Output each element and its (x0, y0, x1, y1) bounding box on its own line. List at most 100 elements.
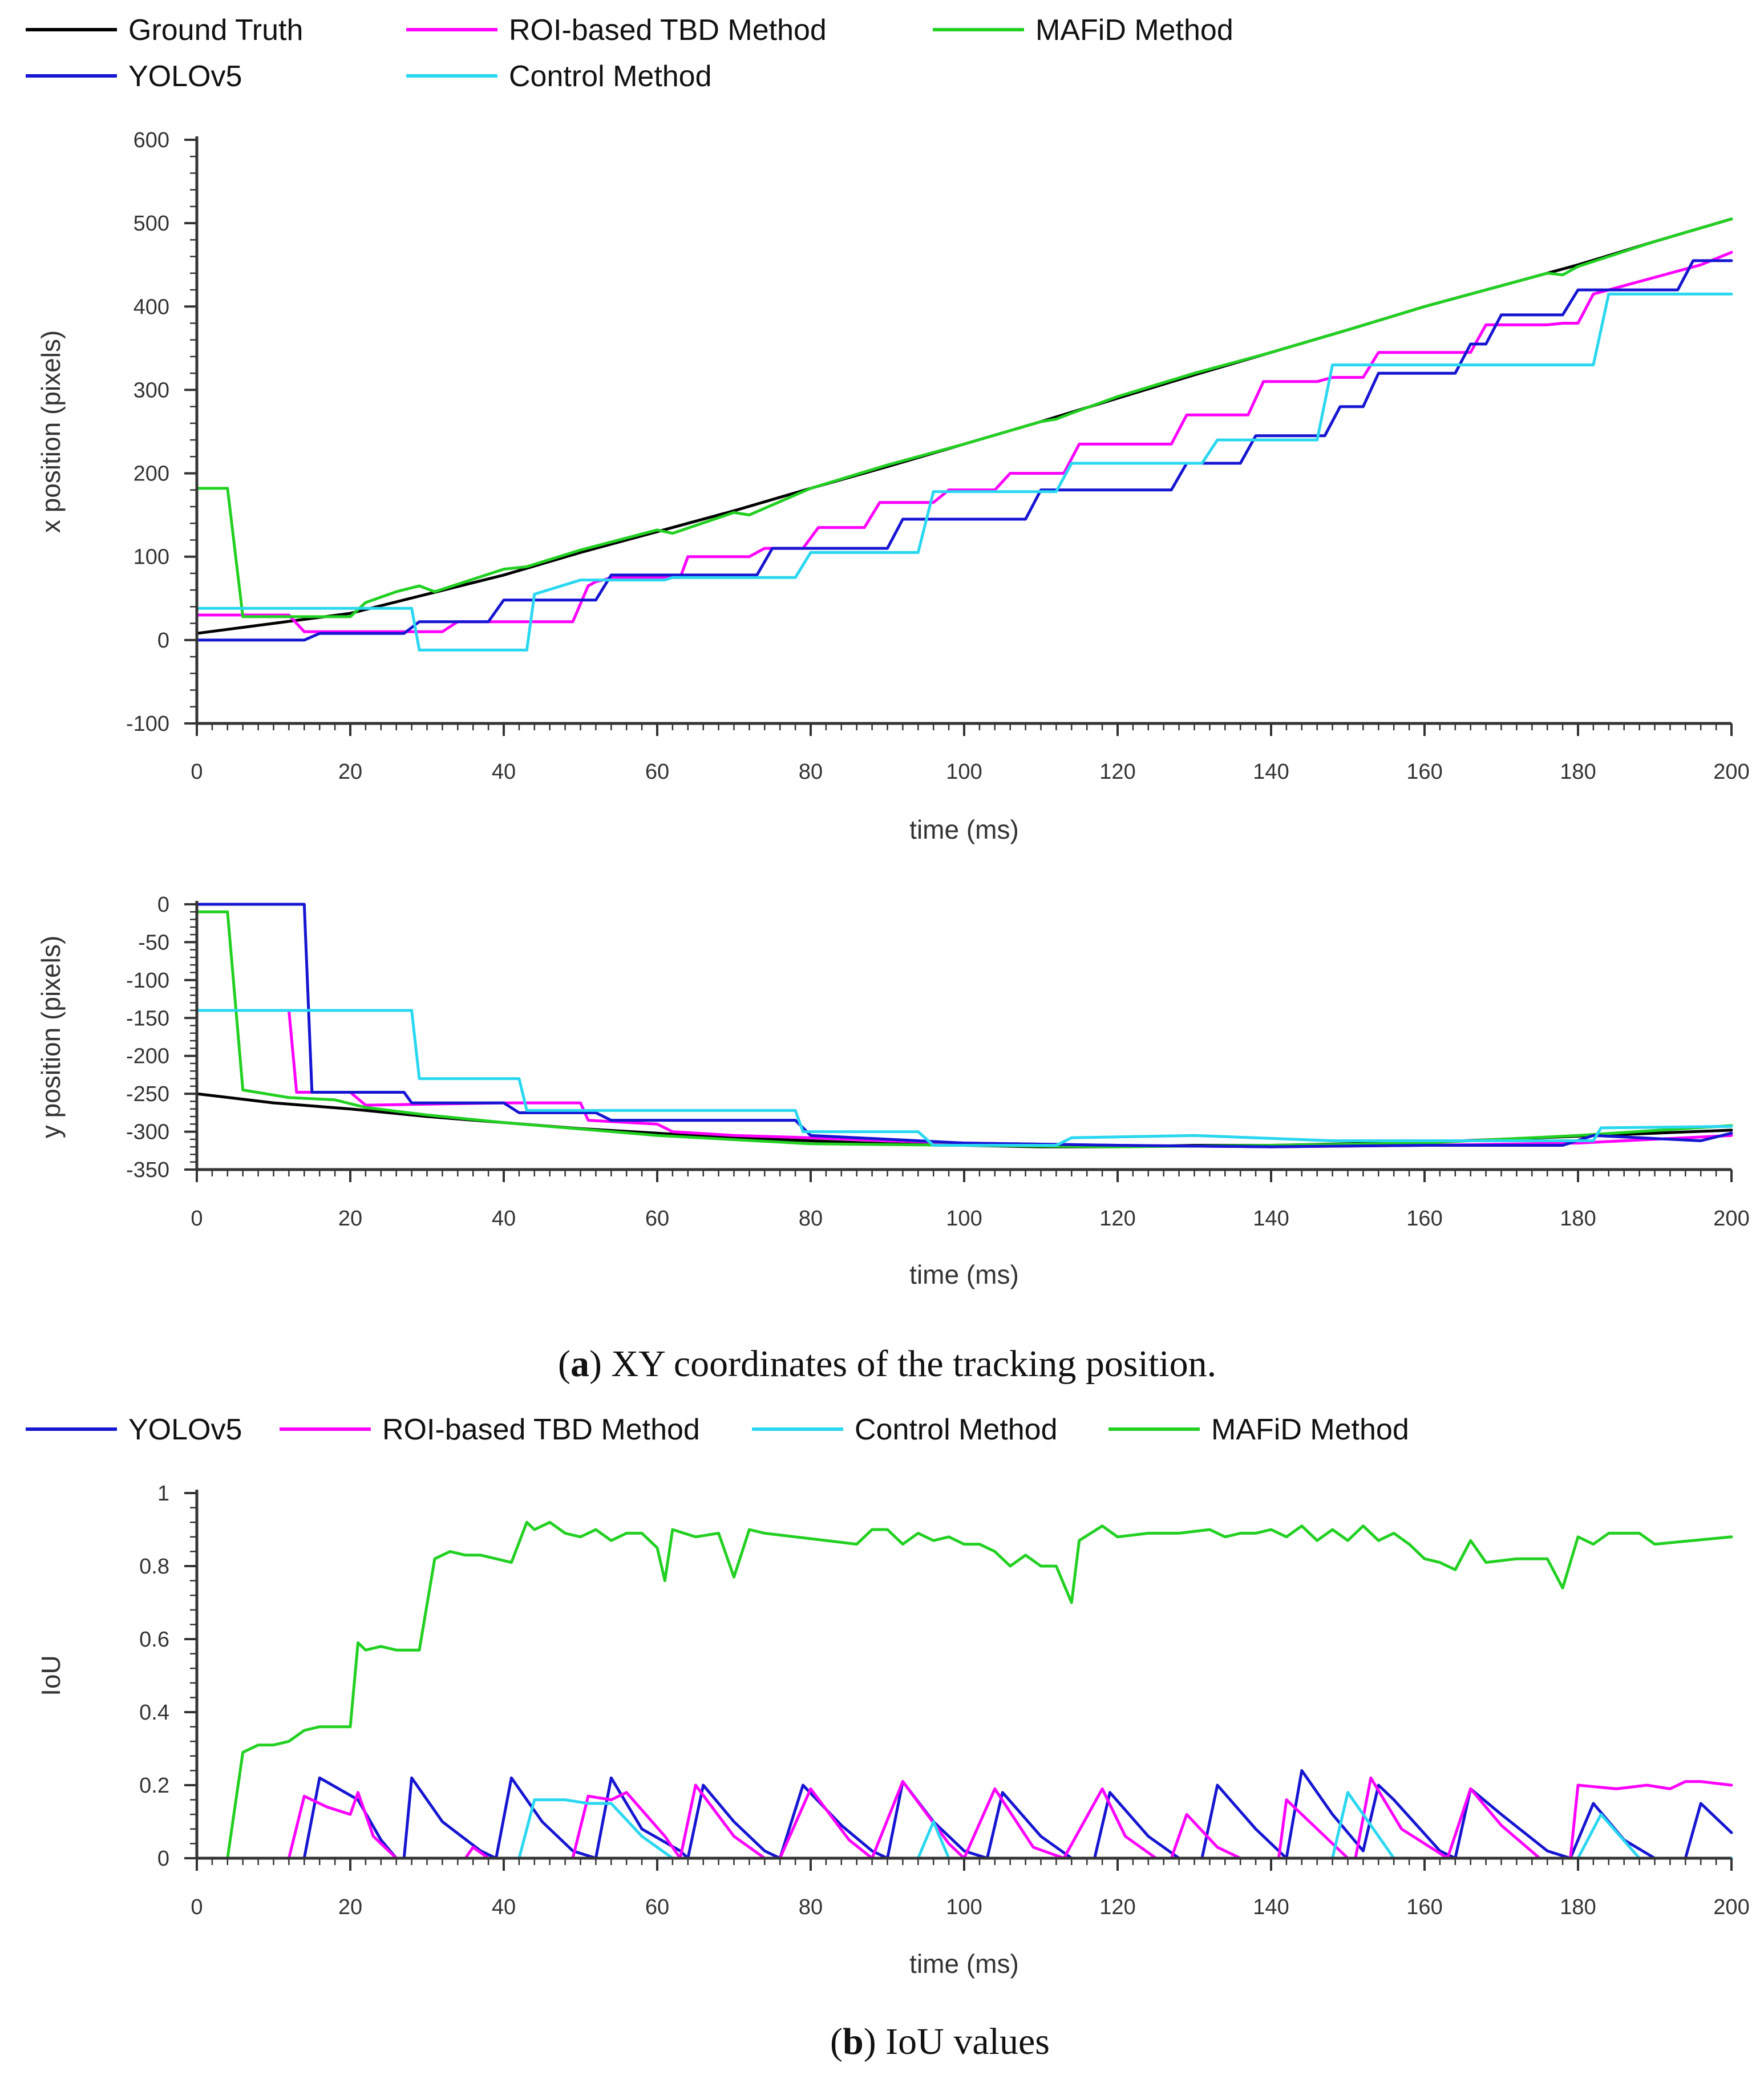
caption-b-text: ) IoU values (864, 2021, 1050, 2062)
y-position-y-tick-label: -50 (138, 931, 169, 954)
legend-iou: YOLOv5 ROI-based TBD Method Control Method… (26, 1413, 1409, 1446)
chart-iou: 0 20 40 60 80 100 120 140 160 180 200 0 0.2 0.4 0.6 0.8… (36, 1482, 1750, 1979)
x-position-x-tick-label: 200 (1713, 760, 1749, 784)
y-position-x-axis-label: time (ms) (909, 1260, 1019, 1289)
x-position-x-tick-label: 40 (492, 760, 516, 784)
legend-item-roi_tbd: ROI-based TBD Method (406, 14, 827, 47)
x-position-x-tick-label: 20 (338, 760, 362, 784)
legend-label-control: Control Method (855, 1413, 1058, 1446)
chart-y-position: 0 20 40 60 80 100 120 140 160 180 200 0 -50 -100 -150 -… (36, 893, 1750, 1289)
legend-label-mafid: MAFiD Method (1211, 1413, 1409, 1446)
legend-label-yolov5: YOLOv5 (128, 60, 242, 93)
y-position-y-tick-label: -200 (126, 1045, 169, 1069)
iou-x-tick-label: 0 (191, 1895, 203, 1919)
legend-item-control: Control Method (406, 60, 712, 93)
iou-x-tick-label: 100 (946, 1895, 982, 1919)
iou-series-roi_tbd (195, 1776, 1733, 1860)
chart-x-position: 0 20 40 60 80 100 120 140 160 180 200 -100 0 100 200 30… (36, 128, 1750, 844)
legend-label-ground_truth: Ground Truth (128, 14, 303, 47)
y-position-x-tick-label: 0 (191, 1207, 203, 1231)
y-position-y-tick-label: -250 (126, 1082, 169, 1106)
iou-x-tick-label: 160 (1406, 1895, 1442, 1919)
y-position-y-tick-label: -300 (126, 1121, 169, 1144)
y-position-x-tick-label: 200 (1713, 1207, 1749, 1231)
x-position-y-tick-label: 200 (133, 462, 169, 486)
iou-y-axis-label: IoU (36, 1655, 66, 1696)
iou-y-tick-label: 0.4 (139, 1701, 169, 1725)
y-position-x-tick-label: 140 (1253, 1207, 1289, 1231)
caption-a-letter: a (571, 1343, 589, 1385)
x-position-series-control (195, 292, 1733, 652)
y-position-y-tick-label: 0 (157, 893, 169, 917)
x-position-x-tick-label: 100 (946, 760, 982, 784)
y-position-x-tick-label: 80 (799, 1207, 823, 1231)
y-position-series-group (195, 903, 1733, 1148)
y-position-series-yolov5 (195, 903, 1733, 1148)
y-position-x-tick-label: 40 (492, 1207, 516, 1231)
x-position-y-tick-label: 0 (157, 629, 169, 653)
x-position-x-tick-label: 0 (191, 760, 203, 784)
legend-item-mafid: MAFiD Method (933, 14, 1233, 47)
legend-label-control: Control Method (509, 60, 712, 93)
y-position-y-tick-label: -350 (126, 1158, 169, 1182)
y-position-x-tick-label: 120 (1099, 1207, 1135, 1231)
x-position-x-tick-label: 120 (1099, 760, 1135, 784)
legend-item-yolov5: YOLOv5 (26, 1413, 242, 1446)
x-position-x-tick-label: 60 (645, 760, 669, 784)
y-position-x-tick-label: 60 (645, 1207, 669, 1231)
iou-y-tick-label: 0.8 (139, 1555, 169, 1579)
iou-y-tick-label: 1 (157, 1482, 169, 1506)
iou-series-yolov5 (195, 1769, 1733, 1860)
x-position-y-axis-label: x position (pixels) (36, 330, 66, 533)
x-position-y-tick-label: -100 (126, 712, 169, 736)
iou-x-tick-label: 140 (1253, 1895, 1289, 1919)
x-position-series-group (195, 217, 1733, 652)
iou-x-tick-label: 120 (1099, 1895, 1135, 1919)
legend-label-roi_tbd: ROI-based TBD Method (509, 14, 827, 47)
iou-x-tick-label: 40 (492, 1895, 516, 1919)
legend-label-yolov5: YOLOv5 (128, 1413, 242, 1446)
y-position-series-control (195, 1009, 1733, 1147)
iou-x-tick-label: 60 (645, 1895, 669, 1919)
legend-item-roi_tbd: ROI-based TBD Method (280, 1413, 700, 1446)
x-position-series-yolov5 (195, 259, 1733, 642)
x-position-x-tick-label: 160 (1406, 760, 1442, 784)
iou-y-tick-label: 0.6 (139, 1628, 169, 1652)
y-position-y-tick-label: -100 (126, 969, 169, 993)
legend-xy: Ground Truth ROI-based TBD Method MAFiD Me… (26, 14, 1233, 93)
iou-series-mafid (195, 1520, 1733, 1860)
x-position-series-mafid (195, 217, 1733, 618)
iou-axes: 0 20 40 60 80 100 120 140 160 180 200 0 0.2 0.4 0.6 0.8… (36, 1482, 1750, 1979)
iou-y-tick-label: 0 (157, 1847, 169, 1871)
caption-a-text: ) XY coordinates of the tracking positio… (589, 1343, 1216, 1385)
x-position-y-tick-label: 300 (133, 378, 169, 402)
legend-item-mafid: MAFiD Method (1108, 1413, 1409, 1446)
y-position-x-tick-label: 160 (1406, 1207, 1442, 1231)
caption-b: (b) IoU values (830, 2021, 1050, 2062)
y-position-y-axis-label: y position (pixels) (36, 936, 66, 1138)
legend-label-roi_tbd: ROI-based TBD Method (382, 1413, 700, 1446)
iou-x-tick-label: 80 (799, 1895, 823, 1919)
caption-b-letter: b (843, 2021, 864, 2062)
iou-x-tick-label: 20 (338, 1895, 362, 1919)
y-position-series-mafid (195, 910, 1733, 1148)
x-position-y-tick-label: 100 (133, 545, 169, 569)
iou-x-axis-label: time (ms) (909, 1949, 1019, 1979)
x-position-x-tick-label: 80 (799, 760, 823, 784)
iou-y-tick-label: 0.2 (139, 1774, 169, 1798)
legend-item-yolov5: YOLOv5 (26, 60, 242, 93)
x-position-y-tick-label: 400 (133, 295, 169, 319)
legend-item-control: Control Method (752, 1413, 1058, 1446)
iou-x-tick-label: 180 (1560, 1895, 1596, 1919)
legend-item-ground_truth: Ground Truth (26, 14, 303, 47)
y-position-axes: 0 20 40 60 80 100 120 140 160 180 200 0 -50 -100 -150 -… (36, 893, 1750, 1289)
caption-a: (a) XY coordinates of the tracking posit… (558, 1343, 1216, 1385)
x-position-x-tick-label: 180 (1560, 760, 1596, 784)
y-position-x-tick-label: 180 (1560, 1207, 1596, 1231)
x-position-y-tick-label: 500 (133, 212, 169, 236)
y-position-x-tick-label: 100 (946, 1207, 982, 1231)
iou-x-tick-label: 200 (1713, 1895, 1749, 1919)
x-position-axes: 0 20 40 60 80 100 120 140 160 180 200 -100 0 100 200 30… (36, 128, 1750, 844)
